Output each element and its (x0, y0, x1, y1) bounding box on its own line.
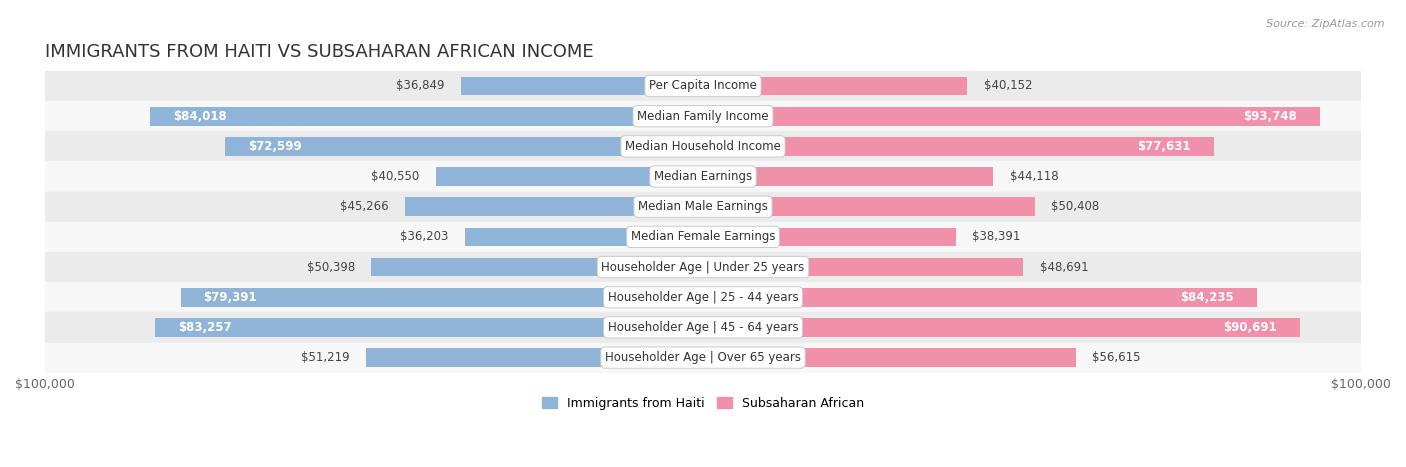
Bar (45, 252, 1361, 282)
Text: $93,748: $93,748 (1243, 110, 1296, 123)
Bar (45, 101, 1361, 131)
Bar (703, 318, 1299, 337)
Legend: Immigrants from Haiti, Subsaharan African: Immigrants from Haiti, Subsaharan Africa… (537, 392, 869, 415)
Text: Median Family Income: Median Family Income (637, 110, 769, 123)
Text: Median Earnings: Median Earnings (654, 170, 752, 183)
Bar (150, 107, 703, 126)
Text: Householder Age | Over 65 years: Householder Age | Over 65 years (605, 351, 801, 364)
Bar (703, 167, 993, 186)
Bar (436, 167, 703, 186)
Bar (225, 137, 703, 156)
Text: Median Male Earnings: Median Male Earnings (638, 200, 768, 213)
Text: $38,391: $38,391 (972, 230, 1021, 243)
Text: Median Household Income: Median Household Income (626, 140, 780, 153)
Bar (155, 318, 703, 337)
Bar (461, 77, 703, 95)
Bar (45, 312, 1361, 342)
Bar (703, 258, 1024, 276)
Bar (703, 107, 1320, 126)
Bar (703, 348, 1076, 367)
Text: $50,398: $50,398 (307, 261, 354, 274)
Text: Householder Age | 45 - 64 years: Householder Age | 45 - 64 years (607, 321, 799, 334)
Bar (45, 71, 1361, 101)
Text: $36,849: $36,849 (395, 79, 444, 92)
Bar (366, 348, 703, 367)
Text: IMMIGRANTS FROM HAITI VS SUBSAHARAN AFRICAN INCOME: IMMIGRANTS FROM HAITI VS SUBSAHARAN AFRI… (45, 43, 593, 61)
Bar (45, 162, 1361, 191)
Text: $51,219: $51,219 (301, 351, 350, 364)
Bar (703, 288, 1257, 307)
Text: $50,408: $50,408 (1052, 200, 1099, 213)
Text: Median Female Earnings: Median Female Earnings (631, 230, 775, 243)
Text: $84,018: $84,018 (173, 110, 226, 123)
Text: $44,118: $44,118 (1010, 170, 1059, 183)
Bar (703, 77, 967, 95)
Bar (45, 342, 1361, 373)
Text: $84,235: $84,235 (1181, 291, 1234, 304)
Bar (45, 222, 1361, 252)
Bar (45, 282, 1361, 312)
Text: $48,691: $48,691 (1040, 261, 1088, 274)
Text: $72,599: $72,599 (249, 140, 302, 153)
Bar (180, 288, 703, 307)
Text: Householder Age | Under 25 years: Householder Age | Under 25 years (602, 261, 804, 274)
Text: $79,391: $79,391 (204, 291, 257, 304)
Text: $77,631: $77,631 (1137, 140, 1191, 153)
Text: Householder Age | 25 - 44 years: Householder Age | 25 - 44 years (607, 291, 799, 304)
Text: $90,691: $90,691 (1223, 321, 1277, 334)
Bar (371, 258, 703, 276)
Text: $40,152: $40,152 (984, 79, 1032, 92)
Bar (465, 227, 703, 246)
Text: $83,257: $83,257 (179, 321, 232, 334)
Text: Source: ZipAtlas.com: Source: ZipAtlas.com (1267, 19, 1385, 28)
Text: $56,615: $56,615 (1092, 351, 1140, 364)
Text: $45,266: $45,266 (340, 200, 388, 213)
Text: Per Capita Income: Per Capita Income (650, 79, 756, 92)
Bar (703, 227, 956, 246)
Bar (45, 191, 1361, 222)
Text: $36,203: $36,203 (399, 230, 449, 243)
Bar (405, 198, 703, 216)
Bar (703, 198, 1035, 216)
Text: $40,550: $40,550 (371, 170, 420, 183)
Bar (703, 137, 1213, 156)
Bar (45, 131, 1361, 162)
